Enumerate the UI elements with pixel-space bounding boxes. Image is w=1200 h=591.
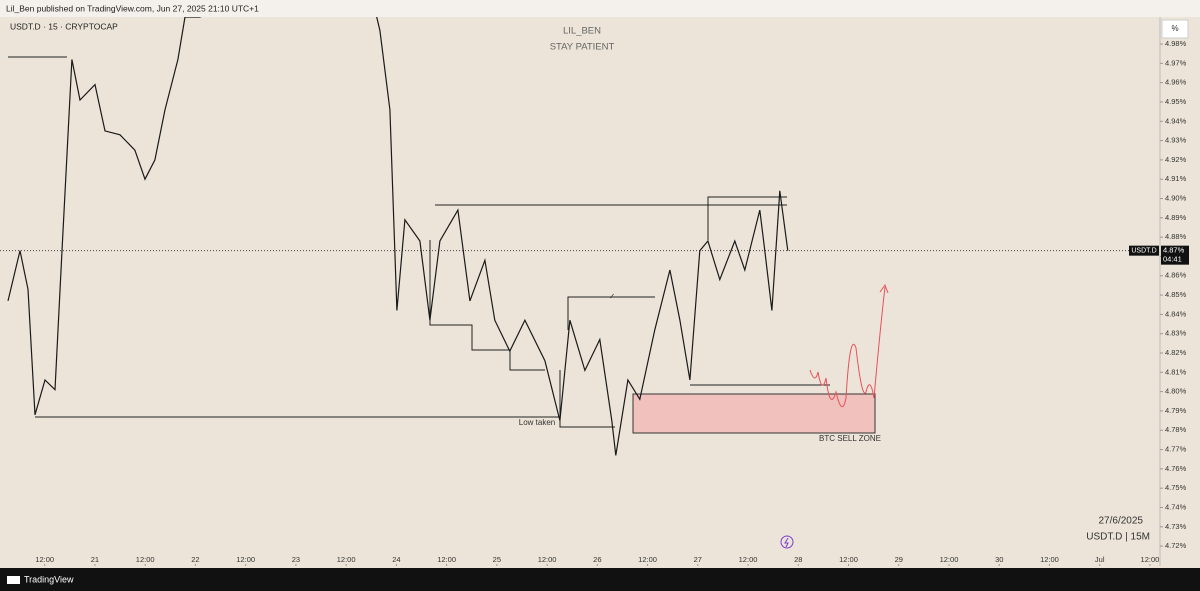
x-tick-label: 21	[91, 555, 99, 564]
y-tick-label: 4.86%	[1165, 271, 1187, 280]
y-tick-label: 4.76%	[1165, 464, 1187, 473]
drawings	[8, 56, 889, 434]
y-tick-label: 4.81%	[1165, 367, 1187, 376]
unit-label[interactable]: %	[1171, 24, 1178, 33]
y-tick-label: 4.91%	[1165, 174, 1187, 183]
header-bar	[0, 0, 1200, 17]
structure-line	[559, 370, 615, 428]
y-tick-label: 4.92%	[1165, 155, 1187, 164]
structure-line	[429, 240, 545, 371]
series-group	[7, 17, 789, 456]
unit-button[interactable]	[1161, 19, 1189, 39]
x-tick-label: 12:00	[638, 555, 657, 564]
y-tick-label: 4.72%	[1165, 541, 1187, 550]
structure-line	[707, 196, 787, 240]
x-tick-label: 12:00	[337, 555, 356, 564]
lightning-icon[interactable]	[784, 537, 789, 548]
brand-logo	[7, 576, 20, 584]
annotation: ✓	[609, 292, 616, 301]
y-tick-label: 4.98%	[1165, 39, 1187, 48]
y-tick-label: 4.85%	[1165, 290, 1187, 299]
y-tick-label: 4.95%	[1165, 97, 1187, 106]
y-tick-label: 4.77%	[1165, 445, 1187, 454]
chart-subtitle: STAY PATIENT	[550, 42, 615, 53]
chart-title: LIL_BEN	[563, 26, 601, 37]
x-tick-label: 12:00	[1040, 555, 1059, 564]
price-tag-bg	[1129, 245, 1159, 256]
y-tick-label: 4.90%	[1165, 194, 1187, 203]
x-tick-label: 12:00	[739, 555, 758, 564]
x-tick-label: 27	[694, 555, 702, 564]
y-tick-label: 4.97%	[1165, 58, 1187, 67]
y-tick-label: 4.94%	[1165, 116, 1187, 125]
watermark: USDT.D | 15M	[1086, 532, 1150, 543]
watermark: 27/6/2025	[1099, 516, 1144, 527]
x-tick-label: 26	[593, 555, 601, 564]
sell-zone	[632, 393, 876, 434]
y-tick-label: 4.88%	[1165, 232, 1187, 241]
annotation: Low taken	[519, 418, 555, 427]
x-tick-label: 30	[995, 555, 1003, 564]
price-label: 4.87%	[1163, 246, 1185, 255]
x-tick-label: 23	[292, 555, 300, 564]
x-tick-label: 25	[493, 555, 501, 564]
price-label-bg	[1161, 245, 1189, 265]
brand: TradingView	[24, 574, 74, 584]
price-tag: USDT.D	[1131, 248, 1156, 255]
annotation: BTC SELL ZONE	[819, 434, 881, 443]
x-tick-label: 12:00	[839, 555, 858, 564]
y-tick-label: 4.73%	[1165, 522, 1187, 531]
plot-layer: 4.72% 4.73% 4.74% 4.75% 4.76% 4.77% 4.78% 4.79%…	[0, 17, 1189, 566]
lightning-icon[interactable]	[780, 535, 794, 549]
footer-bar	[0, 568, 1200, 591]
y-tick-label: 4.78%	[1165, 425, 1187, 434]
x-tick-label: 12:00	[236, 555, 255, 564]
countdown: 04:41	[1163, 255, 1182, 264]
y-tick-label: 4.82%	[1165, 348, 1187, 357]
publisher: Lil_Ben published on TradingView.com, Ju…	[6, 3, 259, 13]
y-tick-label: 4.96%	[1165, 78, 1187, 87]
price-line	[7, 17, 789, 456]
x-tick-label: 28	[794, 555, 802, 564]
y-tick-label: 4.84%	[1165, 309, 1187, 318]
y-tick-label: 4.74%	[1165, 502, 1187, 511]
x-tick-label: Jul	[1095, 555, 1105, 564]
x-tick-label: 22	[191, 555, 199, 564]
x-tick-label: 12:00	[136, 555, 155, 564]
x-tick-label: 12:00	[940, 555, 959, 564]
x-tick-label: 12:00	[437, 555, 456, 564]
symbol: USDT.D · 15 · CRYPTOCAP	[10, 21, 118, 31]
structure-line	[567, 296, 655, 330]
y-tick-label: 4.89%	[1165, 213, 1187, 222]
x-tick-label: 12:00	[538, 555, 557, 564]
projection	[809, 283, 889, 408]
x-tick-label: 24	[392, 555, 400, 564]
y-tick-label: 4.75%	[1165, 483, 1187, 492]
x-tick-label: 12:00	[1141, 555, 1160, 564]
x-tick-label: 12:00	[35, 555, 54, 564]
y-tick-label: 4.93%	[1165, 136, 1187, 145]
x-tick-label: 29	[895, 555, 903, 564]
y-tick-label: 4.79%	[1165, 406, 1187, 415]
y-tick-label: 4.83%	[1165, 329, 1187, 338]
y-tick-label: 4.80%	[1165, 387, 1187, 396]
